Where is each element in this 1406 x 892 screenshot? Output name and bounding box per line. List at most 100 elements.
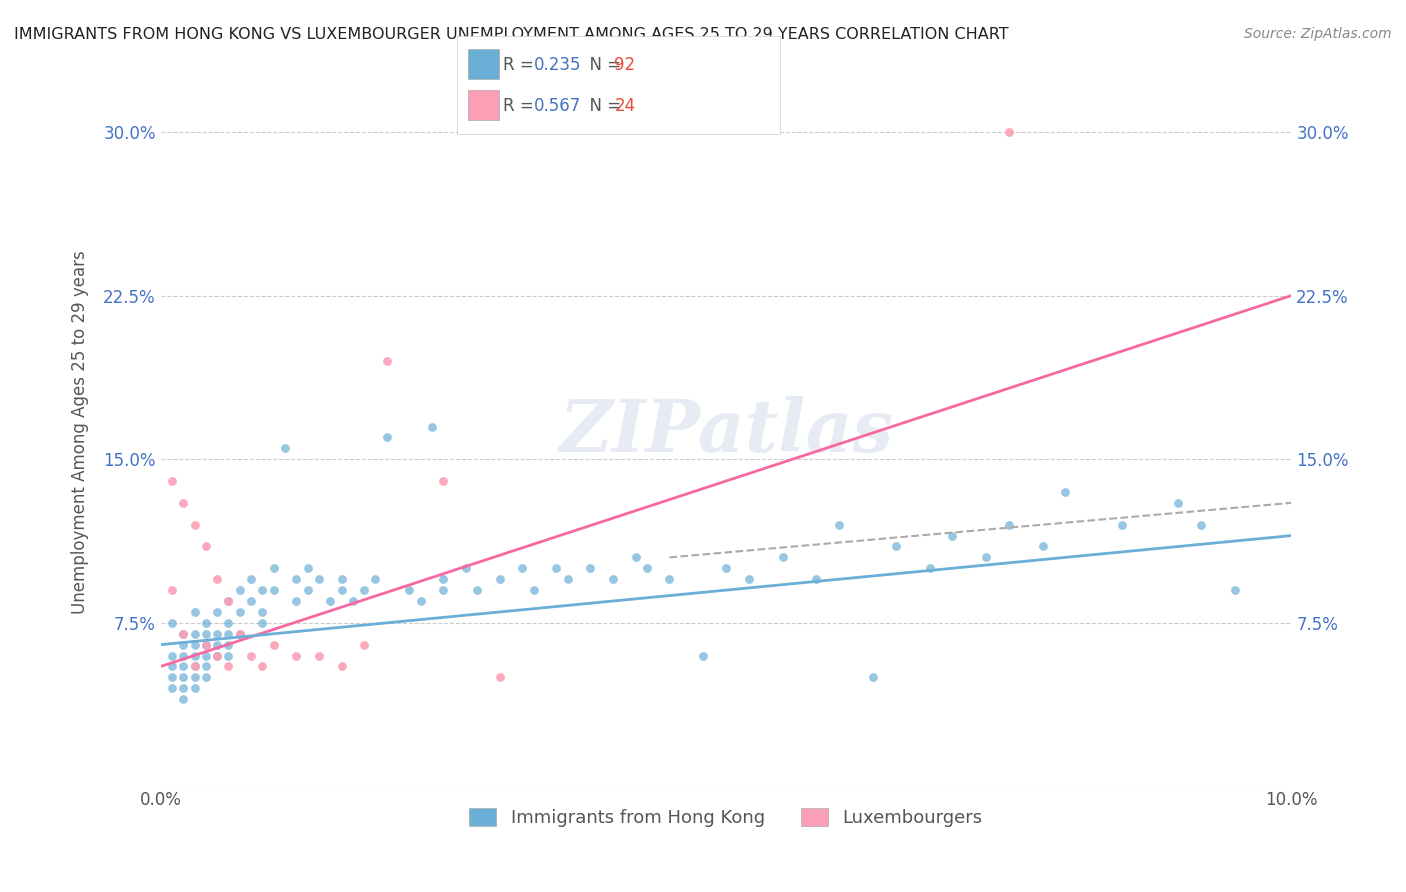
Point (217, 659, 239, 673)
Point (274, 442, 297, 456)
Point (160, 583, 183, 598)
Point (194, 540, 217, 554)
Point (1054, 485, 1077, 500)
Point (512, 561, 534, 575)
Point (714, 561, 737, 575)
Point (546, 561, 568, 575)
Text: 24: 24 (614, 97, 636, 115)
Point (172, 626, 194, 640)
Point (319, 594, 342, 608)
Text: 92: 92 (614, 56, 636, 74)
Point (183, 670, 205, 684)
Point (1223, 583, 1246, 598)
Point (183, 659, 205, 673)
Point (330, 659, 353, 673)
Point (454, 561, 477, 575)
Text: 0.235: 0.235 (534, 56, 582, 74)
Point (160, 670, 183, 684)
Point (692, 648, 714, 663)
Point (658, 572, 681, 586)
Point (285, 594, 308, 608)
Point (263, 638, 285, 652)
Point (375, 354, 398, 368)
Point (772, 550, 794, 565)
Point (217, 594, 239, 608)
Point (183, 626, 205, 640)
Point (465, 583, 488, 598)
Text: R =: R = (503, 97, 540, 115)
Point (217, 626, 239, 640)
Point (297, 561, 319, 575)
Point (432, 572, 454, 586)
Point (160, 615, 183, 630)
Point (229, 626, 252, 640)
Point (432, 474, 454, 488)
Point (160, 659, 183, 673)
Point (229, 626, 252, 640)
Point (353, 638, 375, 652)
Point (974, 550, 997, 565)
Point (579, 561, 602, 575)
Point (1189, 517, 1212, 532)
Point (194, 659, 217, 673)
Point (1032, 540, 1054, 554)
Point (636, 561, 658, 575)
Point (285, 572, 308, 586)
Point (172, 496, 194, 510)
Point (240, 572, 263, 586)
Point (941, 528, 963, 542)
Text: Source: ZipAtlas.com: Source: ZipAtlas.com (1244, 27, 1392, 41)
Point (217, 638, 239, 652)
Point (488, 572, 510, 586)
Point (918, 561, 941, 575)
Point (194, 615, 217, 630)
Point (398, 583, 420, 598)
Point (194, 626, 217, 640)
Point (308, 572, 330, 586)
Point (252, 615, 274, 630)
Point (420, 419, 443, 434)
Point (523, 583, 546, 598)
Point (240, 648, 263, 663)
Point (172, 626, 194, 640)
Point (160, 648, 183, 663)
Point (884, 540, 907, 554)
Text: IMMIGRANTS FROM HONG KONG VS LUXEMBOURGER UNEMPLOYMENT AMONG AGES 25 TO 29 YEARS: IMMIGRANTS FROM HONG KONG VS LUXEMBOURGE… (14, 27, 1008, 42)
Point (229, 583, 252, 598)
Point (183, 605, 205, 619)
Point (828, 517, 851, 532)
Point (353, 583, 375, 598)
Text: N =: N = (579, 56, 627, 74)
Text: ZIPatlas: ZIPatlas (560, 396, 893, 467)
Point (205, 648, 228, 663)
Point (1167, 496, 1189, 510)
Point (602, 572, 624, 586)
Point (205, 572, 228, 586)
Point (172, 638, 194, 652)
Point (862, 670, 884, 684)
Point (342, 594, 364, 608)
Text: N =: N = (579, 97, 627, 115)
Point (217, 615, 239, 630)
Point (297, 583, 319, 598)
Point (205, 648, 228, 663)
Point (160, 681, 183, 696)
Point (488, 670, 510, 684)
Point (194, 648, 217, 663)
Point (308, 648, 330, 663)
Point (806, 572, 828, 586)
Point (624, 550, 647, 565)
Point (205, 638, 228, 652)
Point (263, 583, 285, 598)
Point (229, 605, 252, 619)
Y-axis label: Unemployment Among Ages 25 to 29 years: Unemployment Among Ages 25 to 29 years (72, 250, 89, 614)
Point (263, 561, 285, 575)
Point (252, 583, 274, 598)
Point (252, 605, 274, 619)
Point (172, 692, 194, 706)
Point (172, 648, 194, 663)
Text: R =: R = (503, 56, 540, 74)
Legend: Immigrants from Hong Kong, Luxembourgers: Immigrants from Hong Kong, Luxembourgers (463, 800, 990, 834)
Point (183, 638, 205, 652)
Point (364, 572, 387, 586)
